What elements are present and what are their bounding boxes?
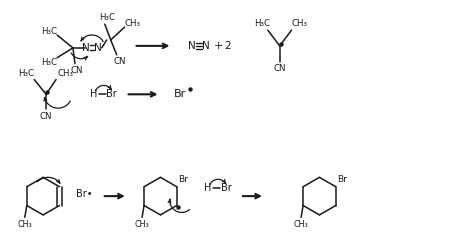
- Text: H: H: [204, 183, 212, 193]
- Text: Br: Br: [174, 89, 186, 99]
- Text: H₃C: H₃C: [41, 58, 57, 67]
- Text: H₃C: H₃C: [254, 19, 270, 28]
- Text: CN: CN: [71, 66, 83, 75]
- Text: N: N: [82, 43, 90, 53]
- Text: CN: CN: [273, 64, 286, 73]
- Text: N: N: [188, 41, 196, 51]
- Text: N: N: [94, 43, 102, 53]
- Text: CN: CN: [114, 57, 126, 66]
- Text: CH₃: CH₃: [125, 19, 141, 28]
- Text: Br: Br: [178, 175, 188, 184]
- Text: Br: Br: [221, 183, 231, 193]
- Text: CH₃: CH₃: [57, 69, 73, 78]
- Text: H₃C: H₃C: [99, 13, 115, 22]
- Text: CH₃: CH₃: [17, 220, 32, 229]
- Text: H₃C: H₃C: [18, 69, 34, 78]
- Text: CH₃: CH₃: [292, 19, 308, 28]
- Text: CN: CN: [40, 112, 52, 121]
- Text: Br: Br: [337, 175, 347, 184]
- Text: H: H: [90, 89, 98, 99]
- Text: +: +: [213, 41, 223, 51]
- Text: Br•: Br•: [76, 189, 92, 199]
- Text: CH₃: CH₃: [135, 220, 149, 229]
- Text: 2: 2: [225, 41, 231, 51]
- Text: CH₃: CH₃: [294, 220, 309, 229]
- Text: Br: Br: [106, 89, 117, 99]
- Text: H₃C: H₃C: [41, 27, 57, 36]
- Text: N: N: [202, 41, 210, 51]
